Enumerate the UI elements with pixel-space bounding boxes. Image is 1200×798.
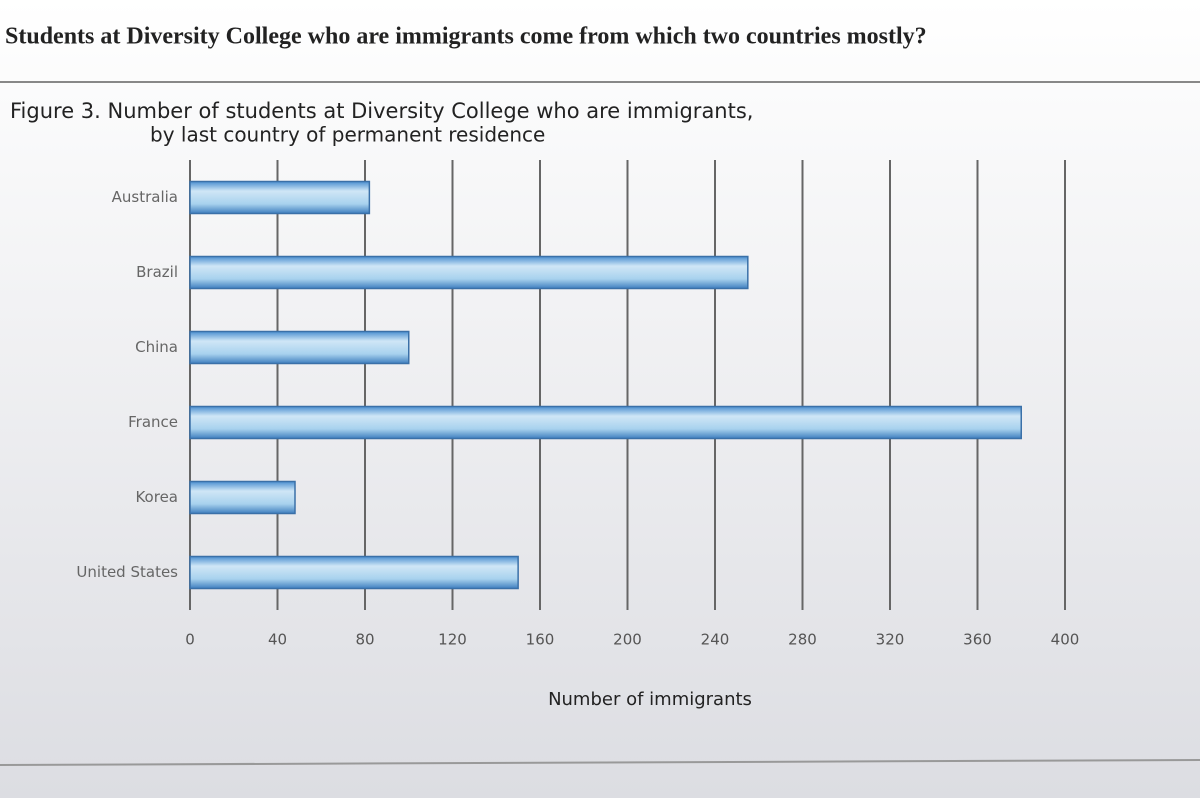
- x-tick-label: 360: [963, 631, 992, 649]
- bar: [189, 480, 296, 515]
- bar: [189, 555, 519, 590]
- bar: [189, 330, 410, 365]
- x-tick-label: 160: [526, 631, 555, 649]
- chart-title: Figure 3. Number of students at Diversit…: [10, 99, 753, 123]
- x-tick-label: 200: [613, 631, 642, 649]
- y-tick-label: Korea: [135, 488, 178, 506]
- x-tick-label: 240: [701, 631, 730, 649]
- bar: [189, 180, 371, 215]
- y-tick-label: France: [128, 413, 178, 431]
- bottom-rule: [0, 759, 1200, 766]
- bar: [189, 255, 749, 290]
- x-tick-label: 40: [268, 631, 287, 649]
- x-tick-label: 280: [788, 631, 817, 649]
- x-tick-label: 80: [355, 631, 374, 649]
- bar: [189, 405, 1022, 440]
- y-tick-label: United States: [76, 563, 178, 581]
- y-tick-label: Brazil: [136, 263, 178, 281]
- y-tick-label: Australia: [112, 188, 178, 206]
- x-axis-label: Number of immigrants: [548, 689, 752, 710]
- chart-subtitle: by last country of permanent residence: [150, 123, 545, 147]
- x-tick-label: 320: [876, 631, 905, 649]
- x-tick-label: 120: [438, 631, 467, 649]
- x-tick-label: 400: [1051, 631, 1080, 649]
- question: Students at Diversity College who are im…: [5, 24, 927, 50]
- y-tick-label: China: [135, 338, 178, 356]
- x-tick-label: 0: [185, 631, 195, 649]
